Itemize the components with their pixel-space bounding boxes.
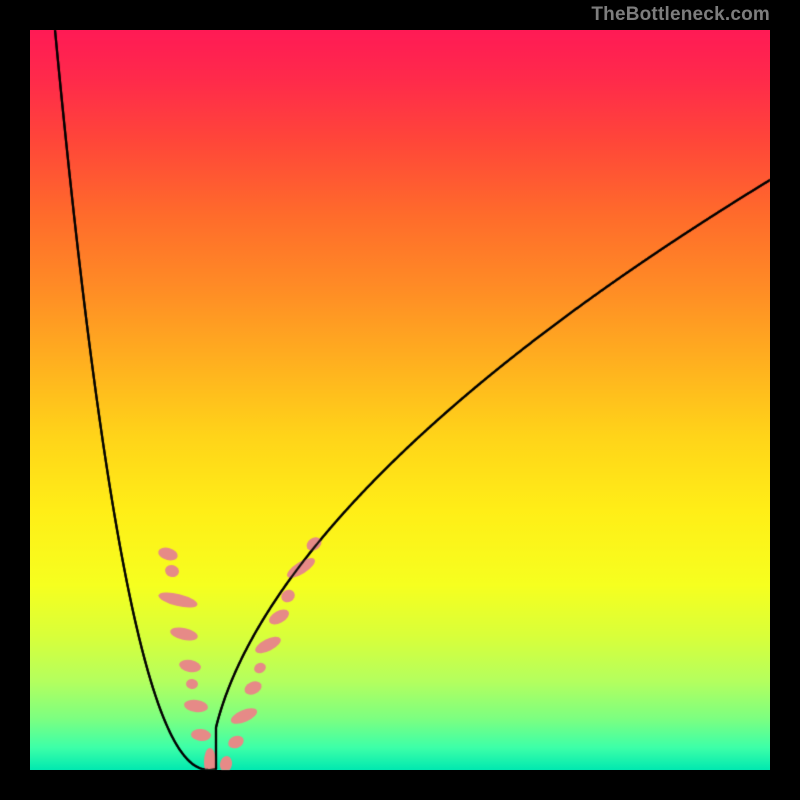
- v-curve-canvas: [0, 0, 800, 800]
- chart-container: TheBottleneck.com: [0, 0, 800, 800]
- watermark-text: TheBottleneck.com: [591, 4, 770, 26]
